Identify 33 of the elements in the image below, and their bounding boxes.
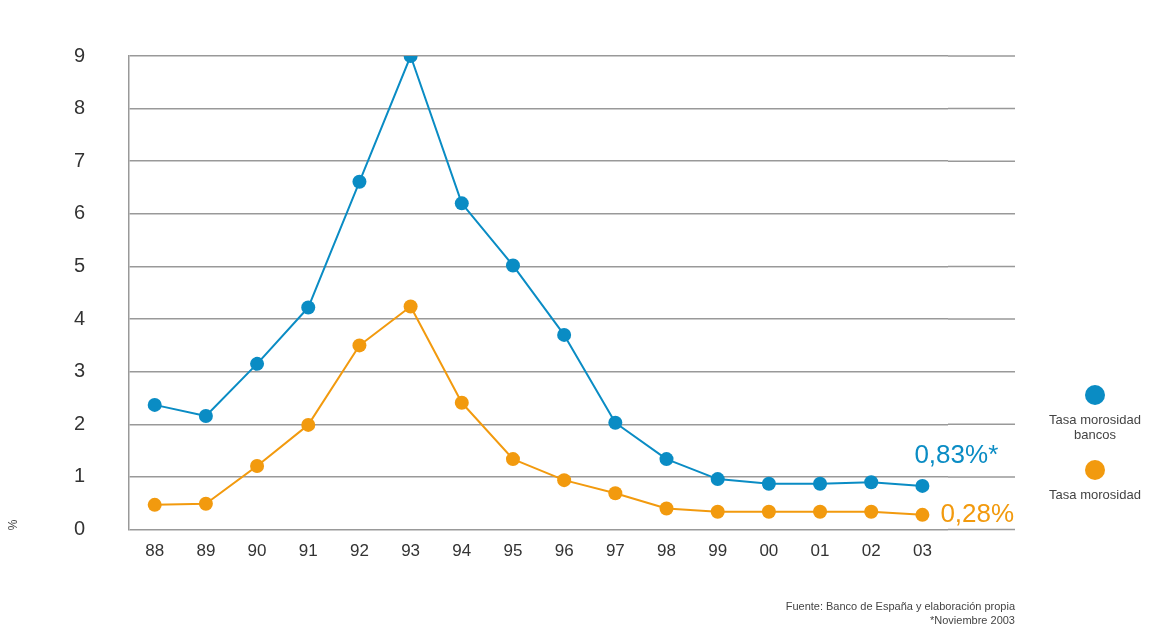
x-tick-label: 88 [145,541,165,561]
legend-label: Tasa morosidad bancos [1048,412,1142,442]
y-tick-label: 7 [74,148,86,171]
x-tick-label: 90 [247,541,267,561]
x-tick-label: 99 [708,541,728,561]
y-tick-label: 9 [74,43,86,66]
x-tick-label: 94 [452,541,472,561]
x-tick-label: 02 [861,541,881,561]
y-tick-label: 3 [74,359,86,382]
x-tick-label: 95 [503,541,523,561]
y-tick-label: 4 [74,306,86,329]
x-tick-label: 92 [349,541,369,561]
x-tick-label: 03 [912,541,932,561]
y-tick-label: 8 [74,96,86,119]
y-tick-label: 0 [74,517,86,540]
y-tick-label: 6 [74,201,86,224]
y-tick-label: 2 [74,411,86,434]
legend-label: Tasa morosidad [1048,487,1142,502]
x-tick-label: 89 [196,541,216,561]
data-label: 0,28% [940,498,1015,529]
x-tick-label: 00 [759,541,779,561]
text: *Noviembre 2003 [929,613,1015,627]
y-axis-title: % [6,519,21,531]
x-tick-label: 93 [401,541,421,561]
source-note: Fuente: Banco de España y elaboración propia [785,599,1015,613]
x-tick-label: 91 [298,541,318,561]
x-tick-label: 98 [657,541,676,561]
x-tick-label: 97 [605,541,625,561]
y-tick-label: 1 [74,464,86,487]
data-label: 0,83%* [914,439,999,470]
x-tick-label: 01 [810,541,830,561]
y-tick-label: 5 [74,254,86,276]
x-tick-label: 96 [554,541,574,561]
